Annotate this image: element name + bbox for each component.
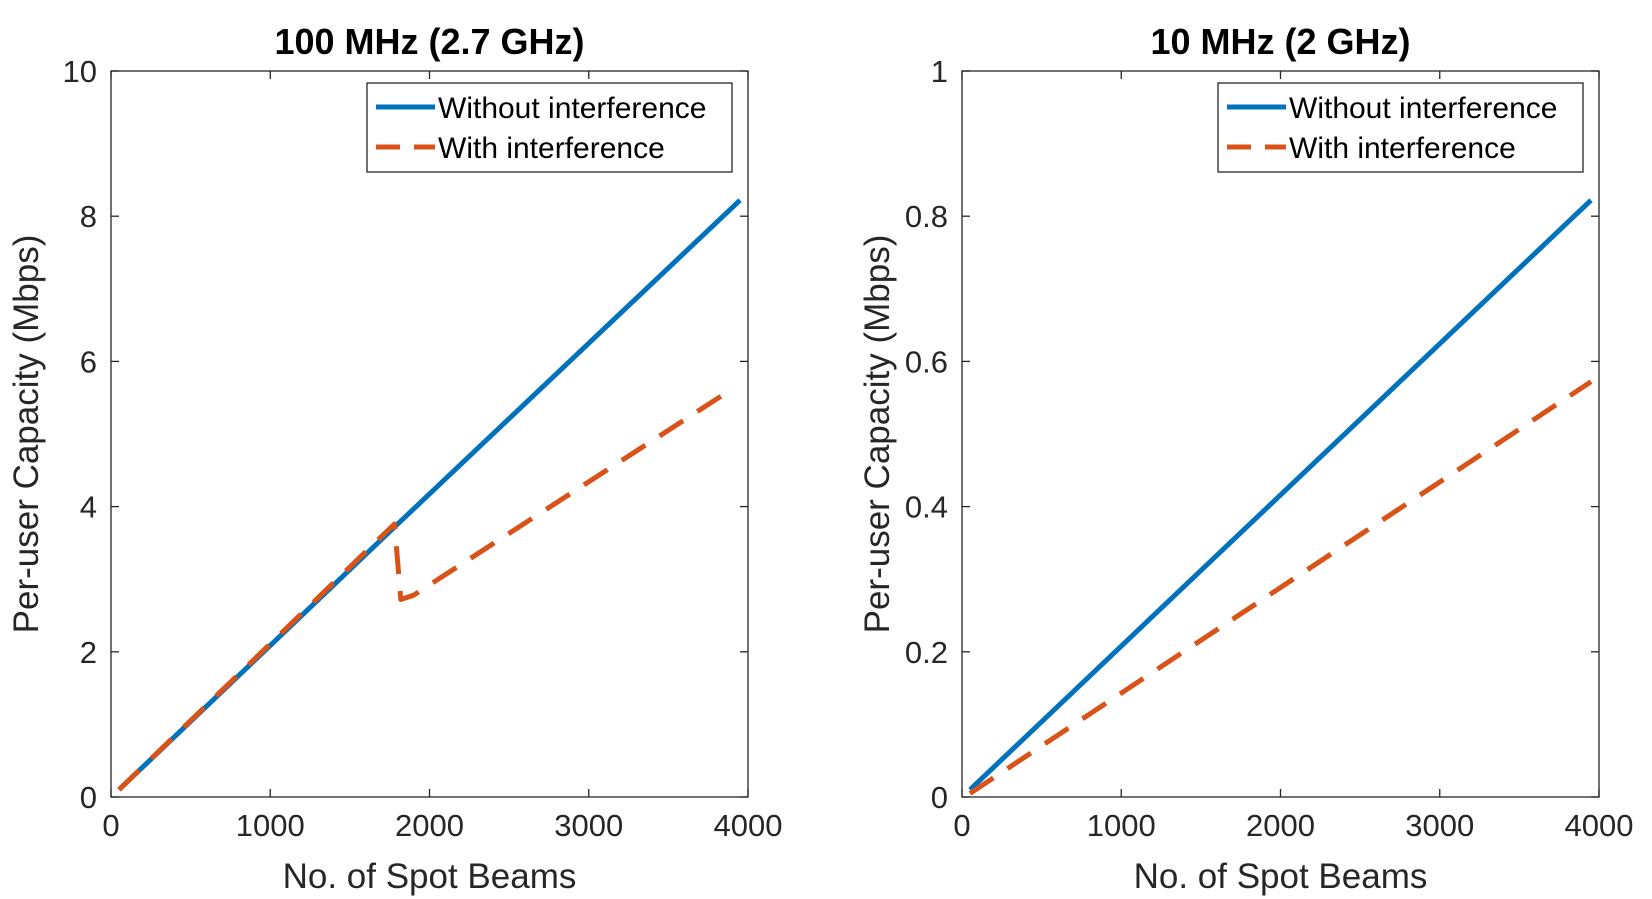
- series-line-with-interference: [968, 379, 1593, 796]
- series-line-without-interference: [968, 198, 1593, 792]
- legend-box: [1217, 82, 1584, 173]
- plot-area: [110, 70, 749, 798]
- y-tick-label: 0: [931, 780, 948, 815]
- x-tick-label: 0: [102, 808, 119, 843]
- y-axis-label: Per-user Capacity (Mbps): [858, 235, 897, 634]
- y-tick-label: 1: [931, 54, 948, 89]
- x-tick-label: 2000: [1246, 808, 1315, 843]
- y-tick-label: 0.2: [905, 635, 948, 670]
- x-tick-label: 3000: [1405, 808, 1474, 843]
- chart-title: 10 MHz (2 GHz): [1150, 21, 1410, 62]
- y-tick-label: 0: [80, 780, 97, 815]
- y-tick-label: 0.8: [905, 199, 948, 234]
- series-line-with-interference: [117, 386, 734, 792]
- legend-box: [366, 82, 733, 173]
- x-tick-label: 4000: [714, 808, 783, 843]
- y-tick-label: 6: [80, 344, 97, 379]
- x-tick-label: 1000: [1087, 808, 1156, 843]
- legend-entry-label: With interference: [438, 132, 665, 165]
- y-axis-label: Per-user Capacity (Mbps): [7, 235, 46, 634]
- plot-area: [961, 70, 1600, 798]
- x-tick-label: 4000: [1565, 808, 1634, 843]
- legend-entry-label: Without interference: [1289, 92, 1557, 125]
- y-tick-label: 10: [63, 54, 97, 89]
- x-axis-label: No. of Spot Beams: [283, 857, 577, 896]
- chart-panel-2: 10 MHz (2 GHz) 0 1000 2000 3000 4000 0 0.2 0.4 0.…: [858, 21, 1633, 896]
- x-tick-label: 3000: [554, 808, 623, 843]
- legend: Without interference With interference: [366, 82, 733, 173]
- y-tick-label: 8: [80, 199, 97, 234]
- chart-panel-1: 100 MHz (2.7 GHz) 0 1000 2000 3000 4000 0 2 4 6 8 1…: [7, 21, 782, 896]
- x-axis-label: No. of Spot Beams: [1134, 857, 1428, 896]
- chart-title: 100 MHz (2.7 GHz): [274, 21, 584, 62]
- series-line-without-interference: [117, 198, 742, 792]
- x-tick-label: 0: [953, 808, 970, 843]
- legend: Without interference With interference: [1217, 82, 1584, 173]
- y-tick-label: 2: [80, 635, 97, 670]
- legend-entry-label: Without interference: [438, 92, 706, 125]
- y-tick-label: 0.6: [905, 344, 948, 379]
- legend-entry-label: With interference: [1289, 132, 1516, 165]
- y-tick-label: 4: [80, 490, 97, 525]
- x-tick-label: 2000: [395, 808, 464, 843]
- y-tick-label: 0.4: [905, 490, 948, 525]
- x-tick-label: 1000: [236, 808, 305, 843]
